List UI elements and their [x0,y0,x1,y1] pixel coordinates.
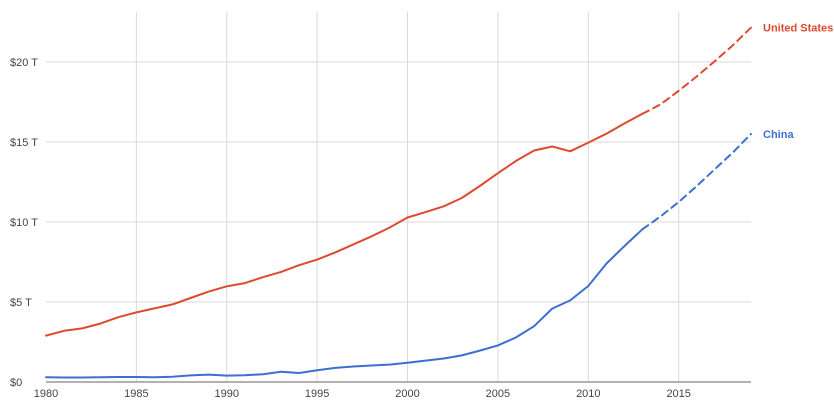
y-tick-label: $15 T [10,137,38,149]
x-tick-label: 2000 [395,388,419,400]
series-line-china [45,228,644,379]
x-tick-label: 2010 [576,388,600,400]
grid-layer [46,12,751,383]
labels-layer: $0 $5 T $10 T $15 T $20 T 1980 1985 1990 1995 200… [10,23,833,400]
x-tick-label: 2005 [486,388,510,400]
x-tick-label: 1990 [215,388,239,400]
series-layer [45,26,752,379]
x-tick-label: 1995 [305,388,329,400]
x-tick-label: 1980 [34,388,58,400]
series-line-china-projected [641,133,752,231]
y-tick-label: $20 T [10,57,38,69]
series-label-united-states: United States [763,23,833,35]
y-tick-label: $10 T [10,217,38,229]
series-line-united-states [45,112,644,337]
series-label-china: China [763,129,794,141]
series-line-united-states-projected [641,26,752,115]
y-tick-label: $0 [10,377,22,389]
y-tick-label: $5 T [10,297,32,309]
x-tick-label: 2015 [666,388,690,400]
x-tick-label: 1985 [124,388,148,400]
